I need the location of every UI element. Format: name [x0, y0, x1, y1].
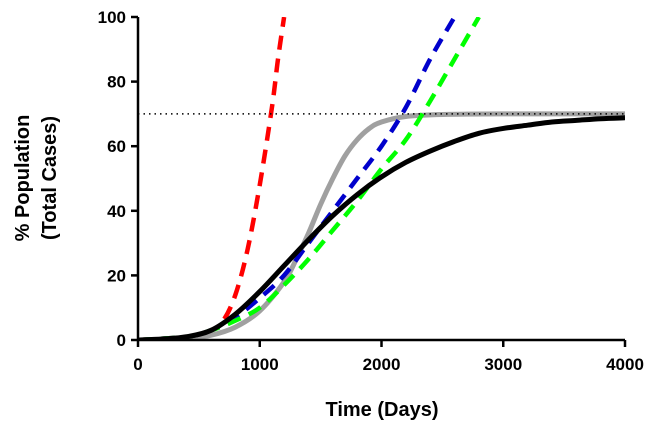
series-layer: [138, 17, 625, 340]
y-tick-label: 0: [117, 331, 126, 350]
y-tick-label: 20: [107, 266, 126, 285]
x-tick-label: 2000: [363, 355, 401, 374]
y-tick-label: 40: [107, 202, 126, 221]
y-axis-title-line-2: (Total Cases): [39, 116, 61, 240]
x-tick-label: 4000: [606, 355, 644, 374]
series-line-5: [138, 115, 625, 340]
x-tick-label: 0: [133, 355, 142, 374]
y-tick-label: 100: [98, 8, 126, 27]
series-line-1: [138, 17, 287, 340]
x-tick-label: 3000: [484, 355, 522, 374]
y-tick-label: 60: [107, 137, 126, 156]
x-tick-label: 1000: [241, 355, 279, 374]
x-axis-title: Time (Days): [325, 399, 438, 421]
y-tick-label: 80: [107, 73, 126, 92]
tick-layer: 0 1000 2000 3000 4000 0 20 40 60 80 100: [98, 8, 644, 374]
series-line-2: [138, 17, 457, 340]
y-axis-title-line-1: % Population: [12, 115, 34, 242]
